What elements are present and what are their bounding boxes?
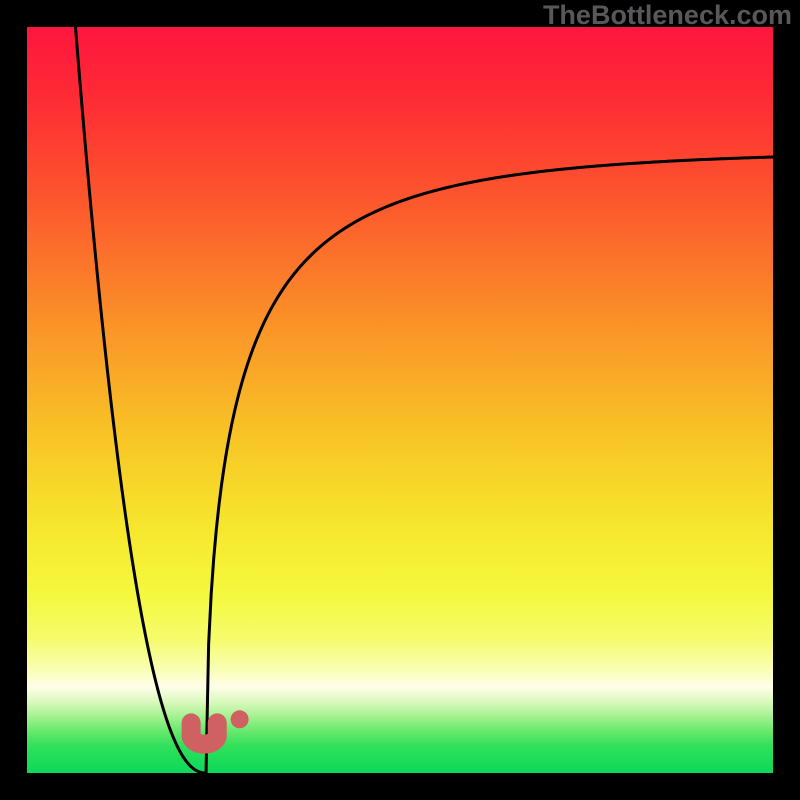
chart-frame <box>0 0 800 800</box>
marker-dot <box>231 710 249 728</box>
bottleneck-chart <box>0 0 800 800</box>
plot-background-gradient <box>27 27 773 773</box>
watermark-text: TheBottleneck.com <box>543 0 792 31</box>
